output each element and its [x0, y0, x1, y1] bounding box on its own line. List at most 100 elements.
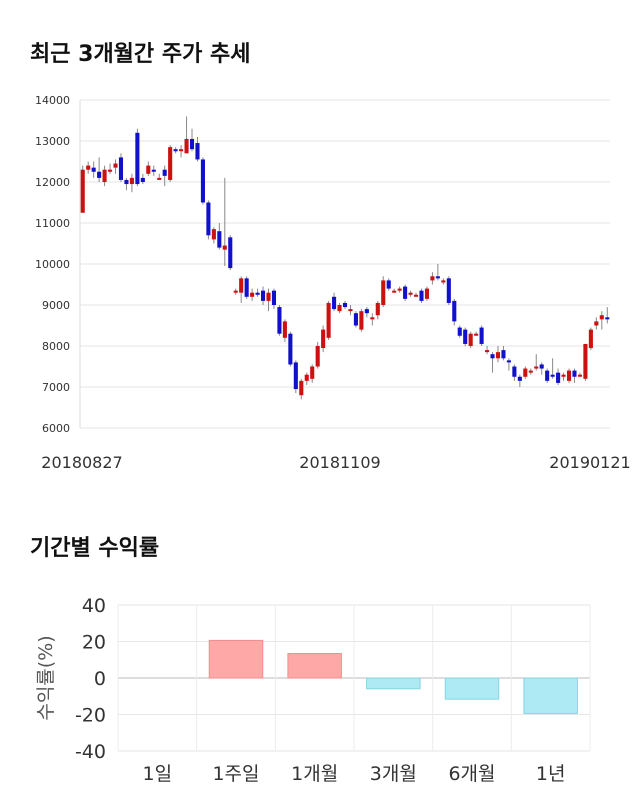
- candle-body: [239, 278, 244, 293]
- candle-body: [539, 364, 544, 369]
- candle-body: [397, 288, 402, 291]
- candle-body: [189, 138, 195, 150]
- candle-body: [217, 231, 222, 248]
- candle-body: [446, 278, 451, 303]
- candle-body: [348, 309, 353, 312]
- candle-x-tick-label: 20181109: [299, 453, 380, 472]
- candle-body: [173, 149, 178, 152]
- bar-marks: [208, 639, 578, 714]
- candle-body: [179, 149, 184, 152]
- candle-body: [326, 302, 331, 338]
- candle-body: [457, 327, 462, 336]
- bar-y-tick-label: -40: [75, 741, 106, 763]
- candle-body: [211, 229, 216, 240]
- candle-body: [506, 360, 511, 363]
- candle-body: [528, 370, 533, 373]
- candle-body: [157, 177, 162, 180]
- candle-body: [605, 317, 610, 320]
- candle-body: [129, 177, 134, 185]
- candle-body: [293, 362, 298, 390]
- candle-body: [408, 292, 413, 295]
- candle-body: [577, 374, 582, 377]
- candle-body: [271, 290, 277, 305]
- candle-body: [260, 290, 266, 301]
- candle-body: [435, 276, 440, 279]
- candle-body: [337, 305, 342, 312]
- candle-body: [424, 288, 430, 299]
- candle-body: [572, 370, 577, 377]
- candle-body: [512, 366, 517, 377]
- candle-body: [517, 376, 522, 381]
- candle-body: [566, 370, 572, 381]
- candle-x-tick-label: 20180827: [41, 453, 122, 472]
- bar-y-tick-label: 0: [94, 668, 106, 690]
- candle-body: [359, 311, 364, 330]
- candle-body: [468, 333, 473, 346]
- candle-body: [266, 292, 271, 301]
- bar-x-ticks: 1일 1주일 1개월 3개월 6개월 1년: [143, 763, 566, 785]
- candle-body: [80, 169, 85, 213]
- candle-body: [332, 296, 337, 310]
- candle-body: [463, 329, 468, 344]
- candle-body: [403, 286, 408, 299]
- candle-y-tick-label: 12000: [35, 176, 70, 189]
- candle-body: [244, 278, 249, 297]
- candle-body: [321, 329, 326, 349]
- candle-body: [534, 366, 539, 369]
- candle-grid: [79, 99, 610, 429]
- candle-y-tick-label: 10000: [35, 258, 70, 271]
- candle-x-ticks: 20180827 20181109 20190121: [41, 453, 630, 472]
- candle-body: [523, 368, 528, 377]
- candle-body: [310, 366, 315, 379]
- candle-body: [277, 307, 282, 334]
- candle-body: [381, 280, 386, 305]
- candle-body: [200, 159, 205, 203]
- candle-body: [594, 321, 599, 326]
- candle-body: [206, 202, 211, 236]
- return-bar: [208, 639, 264, 679]
- candle-body: [490, 354, 495, 359]
- candle-y-tick-label: 6000: [42, 422, 70, 435]
- candle-y-tick-label: 13000: [35, 135, 70, 148]
- candle-body: [495, 352, 501, 359]
- candle-body: [97, 171, 102, 178]
- candle-body: [86, 165, 91, 170]
- candle-body: [588, 329, 593, 349]
- candle-body: [474, 333, 479, 336]
- bar-grid: [117, 604, 591, 752]
- candle-body: [140, 177, 145, 182]
- candle-body: [222, 245, 227, 250]
- return-bar: [366, 677, 421, 690]
- candle-body: [386, 280, 391, 289]
- candle-body: [550, 374, 555, 377]
- return-bar: [523, 677, 578, 714]
- candle-body: [304, 374, 309, 381]
- bar-y-tick-label: -20: [75, 705, 106, 727]
- candle-y-tick-label: 9000: [42, 299, 70, 312]
- returns-chart-title: 기간별 수익률: [30, 536, 160, 561]
- candle-body: [430, 276, 435, 281]
- candle-body: [113, 163, 118, 168]
- candle-body: [299, 380, 304, 396]
- candle-body: [353, 313, 358, 326]
- candle-body: [162, 169, 167, 176]
- candle-y-tick-label: 8000: [42, 340, 70, 353]
- bar-x-tick-label: 1개월: [291, 763, 338, 785]
- candle-body: [392, 290, 397, 293]
- candle-y-tick-label: 14000: [35, 94, 70, 107]
- candle-body: [556, 372, 561, 383]
- candle-body: [375, 302, 380, 316]
- candle-body: [168, 147, 173, 180]
- candle-body: [195, 143, 200, 160]
- candlestick-chart: 6000 7000 8000 9000 10000 11000 12000 13000 1400…: [35, 94, 631, 472]
- candle-y-tick-label: 11000: [35, 217, 70, 230]
- candle-y-ticks: 6000 7000 8000 9000 10000 11000 12000 13000 1400…: [35, 94, 70, 435]
- return-bar: [444, 677, 500, 700]
- candle-body: [91, 167, 96, 172]
- candle-body: [441, 280, 446, 283]
- candle-body: [583, 343, 588, 379]
- candle-body: [485, 350, 490, 353]
- bar-x-tick-label: 1일: [143, 763, 173, 785]
- candle-body: [452, 300, 457, 322]
